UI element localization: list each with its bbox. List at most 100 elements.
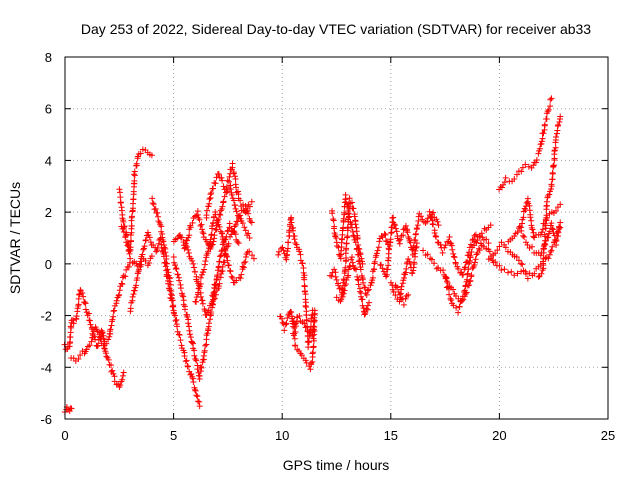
y-tick-label: -4 xyxy=(40,360,52,375)
data-point xyxy=(354,235,361,242)
data-point xyxy=(330,225,337,232)
data-point xyxy=(446,291,453,298)
data-point xyxy=(431,260,438,267)
data-point xyxy=(345,225,352,232)
data-point xyxy=(350,205,357,212)
data-point xyxy=(248,219,255,226)
data-point xyxy=(176,332,183,339)
data-point xyxy=(199,229,206,236)
data-point xyxy=(420,247,427,254)
data-point xyxy=(142,257,149,264)
data-point xyxy=(496,262,503,269)
data-point xyxy=(344,234,351,241)
data-point xyxy=(206,241,213,248)
data-point xyxy=(382,231,389,238)
data-point xyxy=(467,241,474,248)
data-point xyxy=(279,244,286,251)
data-point xyxy=(453,304,460,311)
data-point xyxy=(540,130,547,137)
data-point xyxy=(246,203,253,210)
data-point xyxy=(191,386,198,393)
data-point xyxy=(403,265,410,272)
data-point xyxy=(291,236,298,243)
data-point xyxy=(292,239,299,246)
data-point xyxy=(212,211,219,218)
y-tick-label: 6 xyxy=(45,102,52,117)
data-point xyxy=(183,357,190,364)
data-point xyxy=(492,250,499,257)
data-point xyxy=(246,248,253,255)
data-point xyxy=(130,291,137,298)
data-point xyxy=(428,214,435,221)
data-point xyxy=(76,291,83,298)
data-point xyxy=(549,226,556,233)
data-point xyxy=(128,222,135,229)
data-point xyxy=(302,324,309,331)
data-point xyxy=(549,243,556,250)
data-point xyxy=(516,223,523,230)
y-axis-label: SDTVAR / TECUs xyxy=(7,182,23,294)
data-point xyxy=(411,259,418,266)
data-point xyxy=(395,289,402,296)
data-point xyxy=(309,350,316,357)
data-point xyxy=(232,231,239,238)
data-point xyxy=(301,320,308,327)
data-point xyxy=(371,266,378,273)
data-point xyxy=(515,257,522,264)
data-point xyxy=(284,245,291,252)
data-point xyxy=(133,282,140,289)
data-point xyxy=(471,259,478,266)
data-point xyxy=(67,323,74,330)
data-point xyxy=(178,234,185,241)
data-point xyxy=(223,252,230,259)
data-point xyxy=(541,121,548,128)
data-point xyxy=(343,240,350,247)
data-point xyxy=(245,230,252,237)
data-point xyxy=(302,288,309,295)
data-point xyxy=(110,313,117,320)
data-point xyxy=(524,275,531,282)
data-point xyxy=(403,293,410,300)
data-point xyxy=(232,173,238,180)
data-point xyxy=(474,237,481,244)
data-point xyxy=(217,253,224,260)
data-point xyxy=(137,150,144,157)
data-point xyxy=(174,323,181,330)
data-point xyxy=(284,248,291,255)
data-point xyxy=(538,270,545,277)
data-point xyxy=(86,317,93,324)
data-point xyxy=(332,273,339,280)
data-point xyxy=(549,170,556,177)
data-point xyxy=(522,161,529,168)
y-tick-label: 0 xyxy=(45,257,52,272)
data-point xyxy=(108,322,115,329)
data-point xyxy=(469,265,476,272)
data-point xyxy=(299,260,306,267)
data-point xyxy=(197,222,204,229)
data-point xyxy=(219,203,226,210)
data-point xyxy=(172,317,179,324)
data-point xyxy=(459,293,466,300)
data-point xyxy=(518,227,525,234)
data-point xyxy=(172,262,179,269)
data-point xyxy=(209,292,216,299)
data-point xyxy=(243,205,250,212)
data-points xyxy=(61,95,564,416)
data-point xyxy=(351,213,358,220)
data-point xyxy=(369,274,376,281)
data-point xyxy=(461,287,468,294)
data-point xyxy=(158,223,165,230)
data-point xyxy=(200,352,207,359)
data-point xyxy=(330,217,337,224)
data-point xyxy=(174,328,181,335)
data-point xyxy=(405,291,412,298)
data-point xyxy=(400,301,407,308)
data-point xyxy=(550,162,557,169)
data-point xyxy=(551,147,558,154)
data-point xyxy=(117,194,124,201)
data-point xyxy=(404,229,411,236)
data-point xyxy=(384,238,391,245)
data-point xyxy=(232,176,239,183)
data-point xyxy=(198,271,205,278)
data-point xyxy=(224,257,231,264)
